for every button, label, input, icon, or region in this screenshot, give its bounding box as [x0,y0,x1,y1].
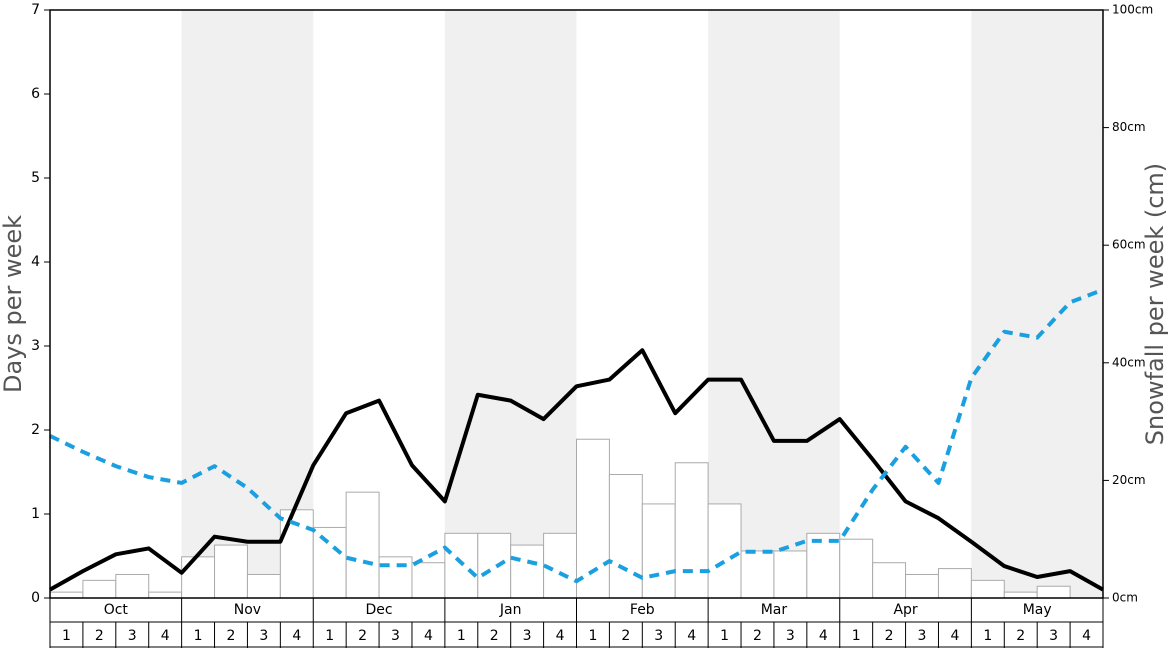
y-tick-label: 2 [31,422,40,438]
bar [608,474,643,599]
bar [839,538,874,599]
week-label: 2 [95,628,104,644]
bar [1003,591,1038,599]
bar [49,591,84,599]
bar [872,562,907,599]
bar [411,562,446,599]
week-label: 3 [128,628,137,644]
y-tick-label: 3 [31,338,40,354]
week-label: 1 [194,628,203,644]
bar [707,503,742,599]
bar [378,556,413,599]
month-label: Mar [761,602,788,618]
bar [82,579,117,599]
week-label: 3 [654,628,663,644]
month-band [971,10,1103,598]
y2-tick-label: 20cm [1112,473,1146,487]
week-label: 4 [1082,628,1091,644]
y-axis-title: Days per week [0,215,27,393]
bar [641,503,676,599]
month-band [181,10,314,598]
week-label: 2 [1016,628,1025,644]
week-label: 1 [720,628,729,644]
week-label: 4 [819,628,828,644]
y2-tick-label: 0cm [1112,591,1138,605]
y2-tick-label: 80cm [1112,120,1146,134]
month-label: Apr [893,602,917,618]
bar [806,532,841,599]
week-label: 3 [1049,628,1058,644]
bar [477,532,512,599]
line [49,287,1104,584]
week-label: 2 [753,628,762,644]
bar [214,544,248,599]
y-tick-label: 6 [31,86,40,102]
week-label: 2 [621,628,630,644]
bar [740,550,775,599]
week-label: 1 [852,628,861,644]
bar [444,532,479,599]
bar [181,556,216,599]
bar [312,526,347,599]
week-label: 3 [259,628,268,644]
week-label: 3 [786,628,795,644]
month-band [444,10,577,598]
bar [1036,585,1071,599]
y2-tick-label: 60cm [1112,238,1146,252]
bar [937,568,972,599]
y-tick-label: 0 [31,590,40,606]
week-label: 1 [457,628,466,644]
y-tick-label: 7 [31,2,40,18]
week-label: 1 [325,628,334,644]
week-label: 2 [227,628,236,644]
week-label: 4 [950,628,959,644]
week-label: 2 [885,628,894,644]
week-label: 4 [424,628,433,644]
month-label: Jan [499,602,522,618]
bar [970,579,1005,599]
y2-tick-label: 100cm [1112,3,1153,17]
y-tick-label: 5 [31,170,40,186]
week-label: 1 [588,628,597,644]
week-label: 4 [687,628,696,644]
month-label: Feb [630,602,655,618]
bar [115,573,150,599]
month-band [708,10,840,598]
bar [905,573,939,599]
month-label: Oct [104,602,129,618]
week-label: 3 [523,628,532,644]
bar [674,462,709,599]
y2-tick-label: 40cm [1112,355,1146,369]
month-label: Nov [234,602,261,618]
week-label: 2 [358,628,367,644]
week-label: 4 [161,628,170,644]
week-label: 3 [391,628,400,644]
bar [148,591,183,599]
month-label: May [1023,602,1052,618]
week-label: 4 [292,628,301,644]
bar [576,438,610,599]
week-label: 3 [918,628,927,644]
month-label: Dec [366,602,393,618]
bar [773,550,808,599]
line [49,348,1104,592]
y-tick-label: 1 [31,506,40,522]
y2-axis-title: Snowfall per week (cm) [1141,163,1168,445]
week-label: 1 [62,628,71,644]
week-label: 2 [490,628,499,644]
week-label: 1 [983,628,992,644]
bar [510,544,545,599]
bar [345,491,380,599]
bar [246,573,281,599]
week-label: 4 [556,628,565,644]
y-tick-label: 4 [31,254,40,270]
